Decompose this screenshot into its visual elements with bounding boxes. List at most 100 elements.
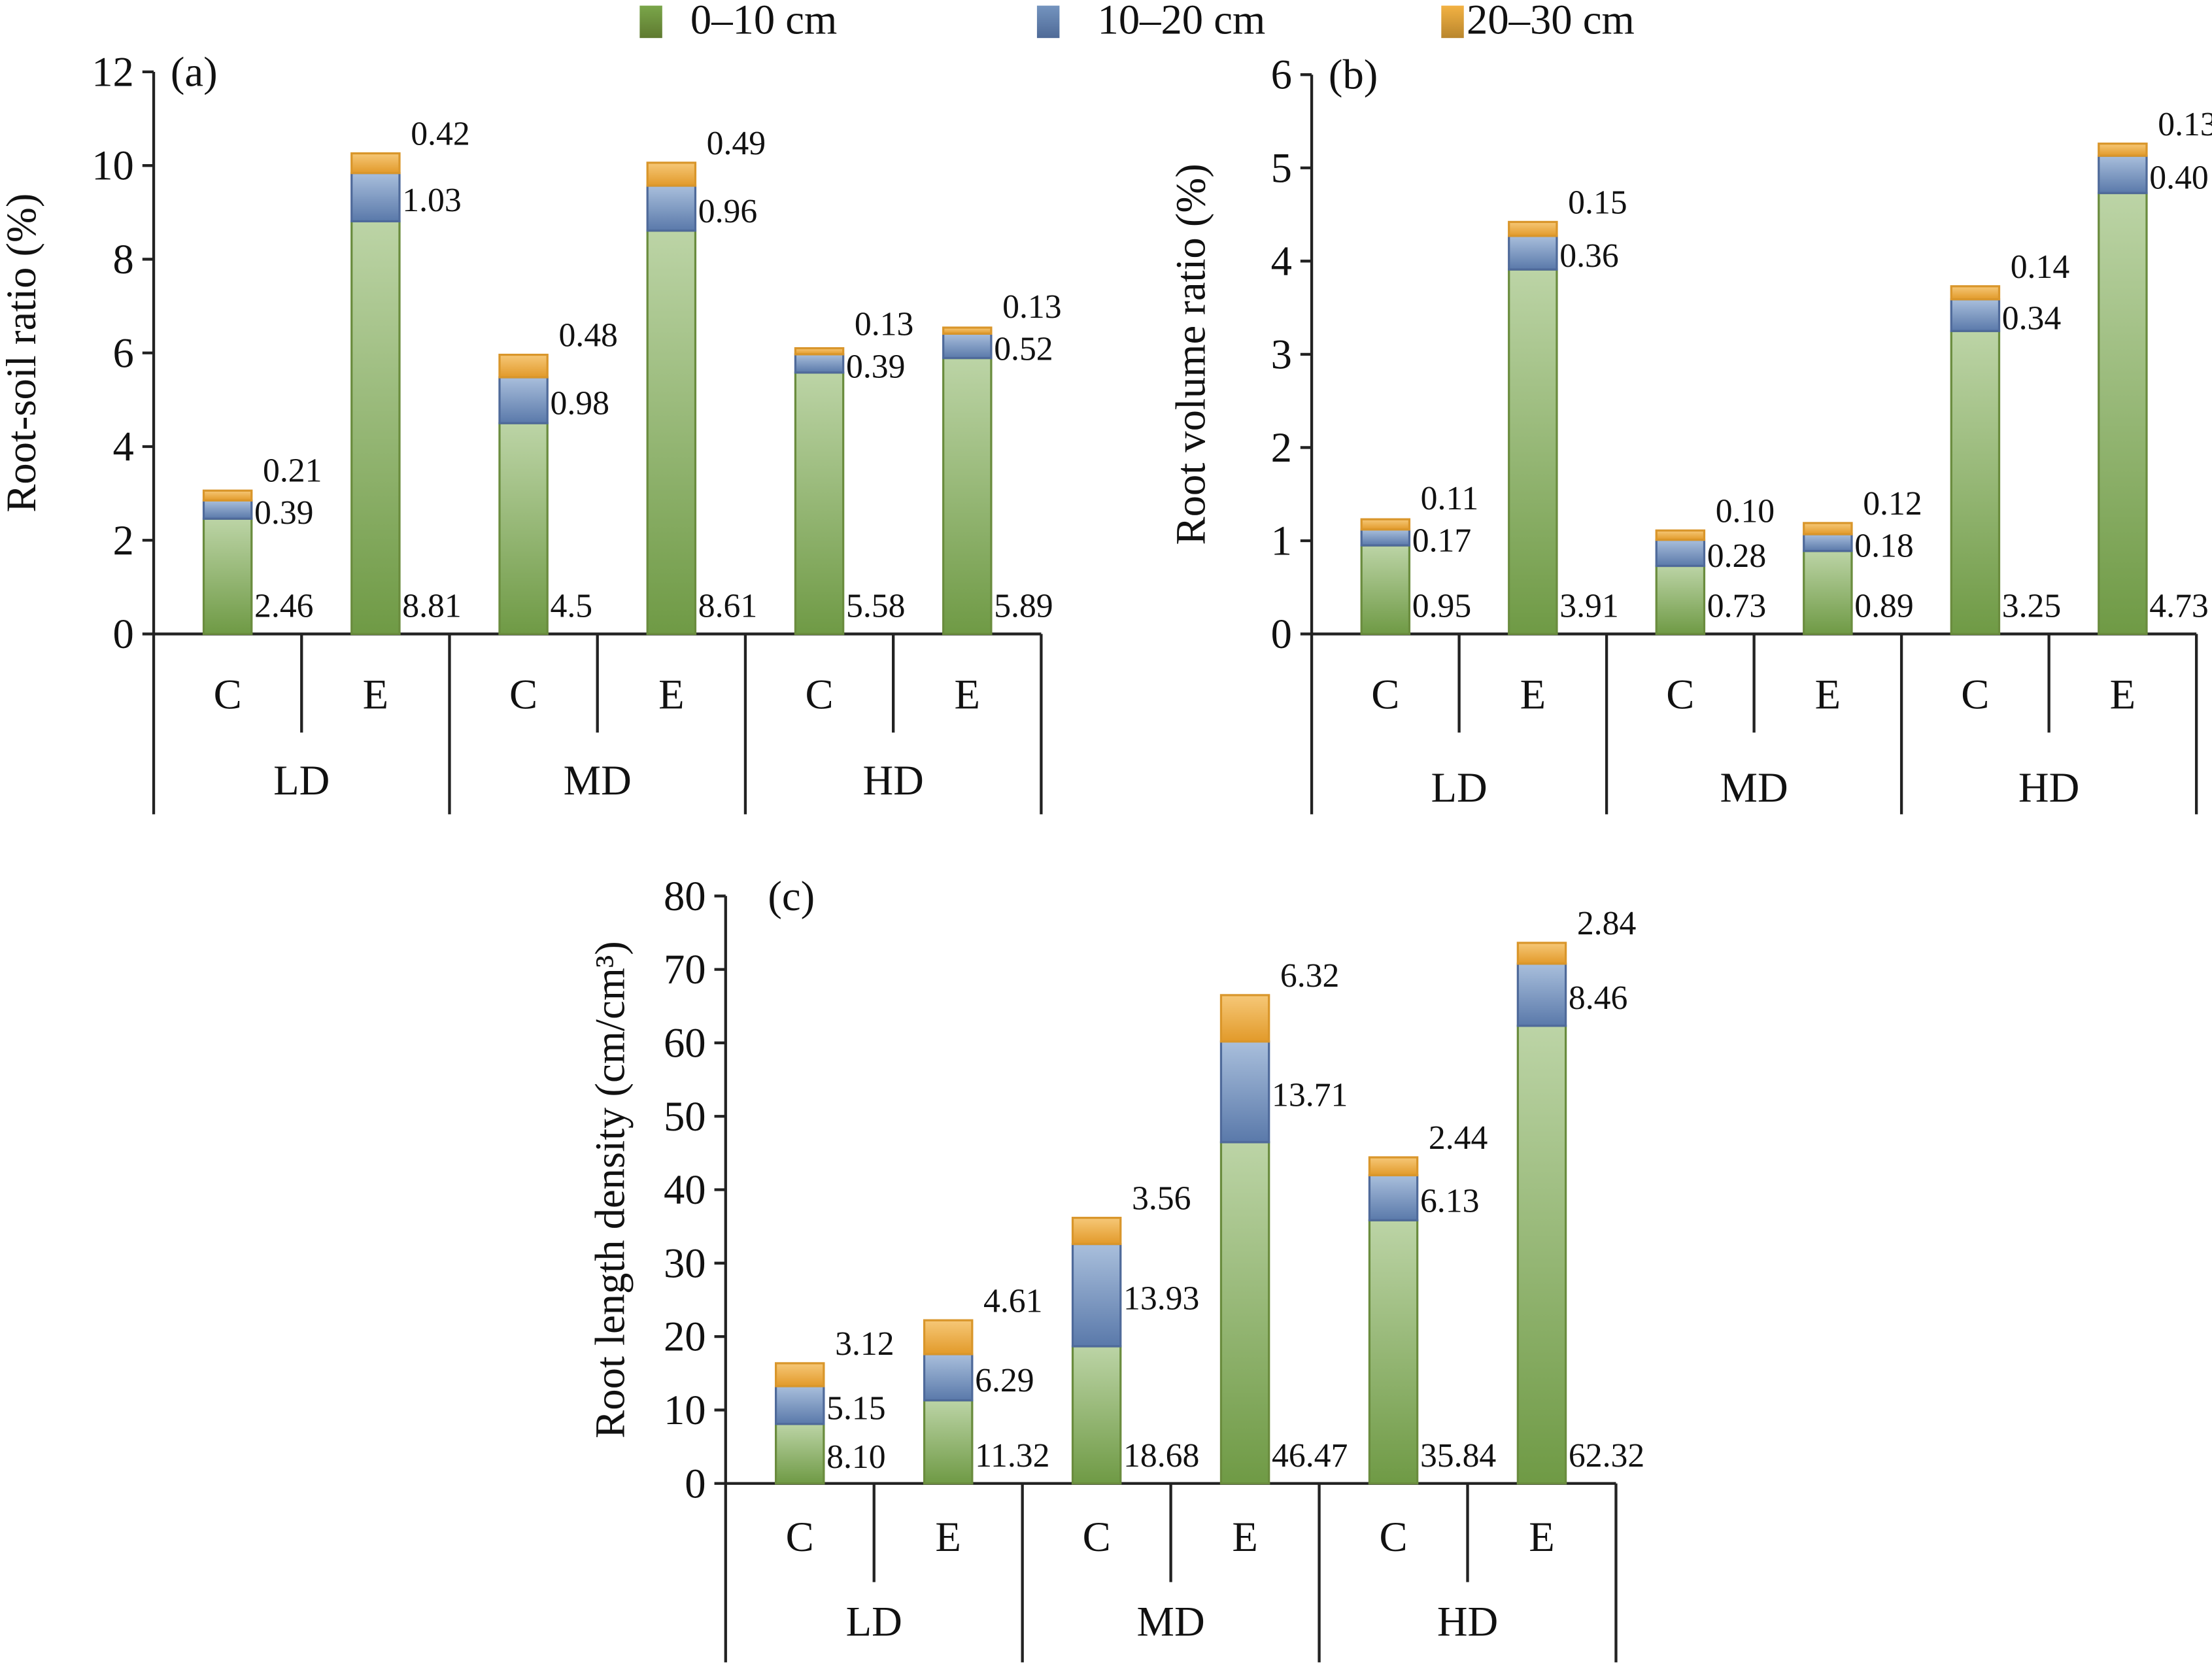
data-label-0-10cm: 4.73: [2149, 588, 2208, 625]
x-tick-label: E: [363, 671, 388, 718]
bar-segment-10-20cm: [1360, 528, 1411, 547]
bar-segment-10-20cm: [1516, 962, 1567, 1027]
bar-segment-20-30cm: [1655, 529, 1706, 541]
data-label-0-10cm: 2.46: [254, 588, 313, 625]
group-label: HD: [1437, 1597, 1498, 1644]
x-tick-label: C: [214, 671, 242, 718]
bar-segment-20-30cm: [923, 1319, 974, 1355]
x-tick-label: C: [1666, 671, 1694, 718]
x-tick-label: E: [935, 1513, 961, 1560]
bar-stack: 4.73 0.40 0.13: [2098, 106, 2212, 636]
y-axis-title: Root-soil ratio (%): [0, 194, 44, 513]
legend-swatch-20-30cm: [1441, 5, 1464, 39]
bar-segment-0-10cm: [1950, 330, 2001, 636]
data-label-10-20cm: 6.29: [975, 1362, 1034, 1399]
bar-segment-10-20cm: [1508, 235, 1558, 271]
legend: 0–10 cm 10–20 cm 20–30 cm: [639, 0, 1635, 43]
bar-stack: 0.73 0.28 0.10: [1655, 492, 1775, 636]
data-label-20-30cm: 0.49: [707, 125, 766, 162]
data-label-0-10cm: 0.89: [1854, 588, 1913, 625]
bar-segment-20-30cm: [1803, 522, 1853, 536]
data-label-0-10cm: 46.47: [1272, 1437, 1348, 1474]
bar-segment-10-20cm: [1071, 1242, 1122, 1348]
bar-segment-10-20cm: [1655, 538, 1706, 568]
bar-stack: 3.91 0.36 0.15: [1508, 184, 1627, 636]
bar-segment-0-10cm: [646, 230, 697, 636]
y-tick-label: 12: [92, 48, 134, 95]
data-label-10-20cm: 1.03: [402, 182, 461, 219]
data-label-10-20cm: 0.34: [2002, 300, 2062, 337]
bar-segment-20-30cm: [350, 152, 401, 175]
y-tick-label: 50: [664, 1093, 706, 1140]
bar-stack: 5.89 0.52 0.13: [942, 288, 1062, 636]
bar-segment-20-30cm: [1950, 285, 2001, 301]
bar-segment-0-10cm: [1655, 564, 1706, 636]
bar-stack: 2.46 0.39 0.21: [202, 452, 322, 636]
data-label-10-20cm: 0.98: [551, 385, 609, 422]
bar-stack: 46.47 13.71 6.32: [1219, 957, 1348, 1485]
data-label-0-10cm: 8.81: [402, 588, 461, 625]
bar-stack: 8.81 1.03 0.42: [350, 116, 470, 636]
y-tick-label: 0: [1271, 610, 1292, 657]
y-tick-label: 30: [664, 1239, 706, 1286]
bar-stack: 8.61 0.96 0.49: [646, 125, 766, 636]
bar-stack: 3.25 0.34 0.14: [1950, 248, 2069, 636]
data-label-20-30cm: 0.42: [411, 116, 469, 153]
bar-segment-20-30cm: [2098, 143, 2148, 157]
x-tick-label: C: [805, 671, 833, 718]
data-label-0-10cm: 5.89: [994, 588, 1053, 625]
data-label-20-30cm: 0.10: [1716, 492, 1775, 530]
data-label-10-20cm: 6.13: [1420, 1182, 1479, 1219]
bar-segment-20-30cm: [1516, 942, 1567, 965]
y-tick-label: 8: [113, 235, 134, 282]
bar-stack: 35.84 6.13 2.44: [1368, 1119, 1496, 1485]
data-label-0-10cm: 18.68: [1123, 1437, 1199, 1474]
y-tick-label: 4: [1271, 237, 1292, 284]
bar-segment-0-10cm: [350, 220, 401, 636]
bar-segment-0-10cm: [202, 517, 253, 636]
y-tick-label: 0: [113, 610, 134, 657]
data-label-20-30cm: 2.84: [1577, 905, 1637, 942]
bar-segment-0-10cm: [2098, 192, 2148, 636]
x-tick-label: C: [1371, 671, 1399, 718]
data-label-0-10cm: 3.91: [1559, 588, 1618, 625]
bar-segment-0-10cm: [774, 1423, 825, 1485]
bar-segment-10-20cm: [1950, 298, 2001, 332]
data-label-20-30cm: 0.13: [2158, 106, 2212, 143]
data-label-10-20cm: 0.96: [698, 193, 757, 230]
data-label-0-10cm: 0.95: [1412, 588, 1471, 625]
y-tick-label: 80: [664, 872, 706, 919]
bar-segment-20-30cm: [1071, 1216, 1122, 1246]
bar-segment-10-20cm: [1803, 533, 1853, 553]
legend-label-0-10cm: 0–10 cm: [690, 0, 837, 43]
y-tick-label: 60: [664, 1019, 706, 1066]
bar-segment-10-20cm: [1368, 1174, 1419, 1221]
y-tick-label: 20: [664, 1313, 706, 1360]
data-label-0-10cm: 11.32: [975, 1437, 1049, 1474]
bar-segment-0-10cm: [794, 371, 845, 636]
bar-segment-0-10cm: [942, 356, 993, 636]
x-tick-label: C: [509, 671, 537, 718]
data-label-0-10cm: 8.10: [826, 1438, 885, 1476]
panel-label: (c): [768, 872, 815, 919]
data-label-10-20cm: 0.40: [2149, 159, 2208, 196]
group-label: HD: [862, 757, 923, 804]
bar-segment-10-20cm: [350, 172, 401, 223]
bar-stack: 8.10 5.15 3.12: [774, 1325, 894, 1485]
group-label: MD: [564, 757, 632, 804]
data-label-20-30cm: 0.13: [1002, 288, 1061, 326]
bar-segment-20-30cm: [202, 489, 253, 502]
y-tick-label: 3: [1271, 330, 1292, 377]
legend-swatch-0-10cm: [639, 5, 662, 39]
data-label-20-30cm: 6.32: [1280, 957, 1339, 995]
x-tick-label: E: [658, 671, 684, 718]
data-label-10-20cm: 0.28: [1707, 537, 1766, 575]
bar-segment-20-30cm: [646, 162, 697, 187]
x-tick-label: C: [1083, 1513, 1111, 1560]
bar-segment-0-10cm: [498, 422, 549, 636]
data-label-10-20cm: 13.93: [1123, 1280, 1199, 1317]
panel-label: (a): [171, 48, 218, 95]
data-label-10-20cm: 0.36: [1559, 237, 1618, 275]
bar-segment-10-20cm: [202, 499, 253, 520]
data-label-10-20cm: 0.39: [846, 348, 905, 385]
